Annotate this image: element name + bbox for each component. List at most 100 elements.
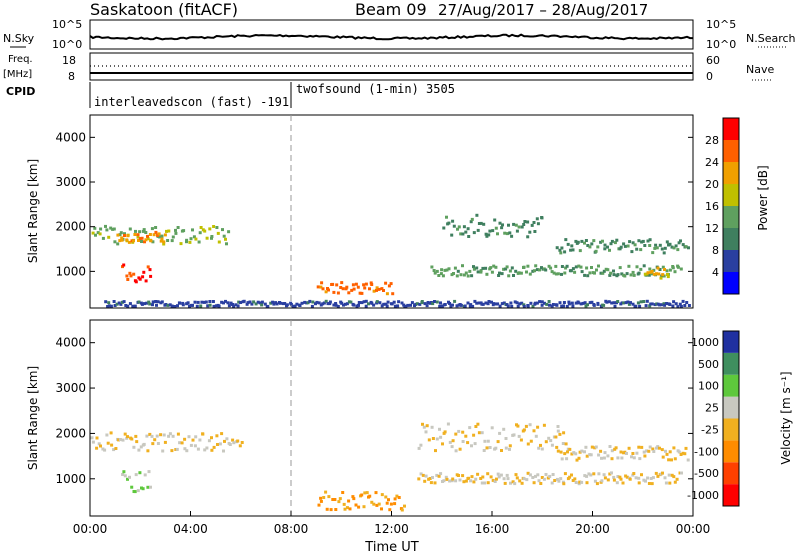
- data-cell-4: [457, 429, 461, 433]
- data-cell-5: [528, 272, 532, 276]
- cpid-mode-2: twofsound (1-min) 3505: [296, 82, 455, 96]
- data-cell-5: [538, 268, 541, 272]
- data-cell-3: [631, 473, 635, 477]
- data-cell-0: [113, 304, 117, 307]
- data-cell-5: [652, 450, 656, 453]
- data-cell-2: [334, 508, 338, 511]
- data-cell-3: [573, 477, 577, 481]
- x-tick-label-2: 08:00: [274, 522, 309, 536]
- data-cell-0: [130, 437, 134, 441]
- data-cell-6: [445, 215, 448, 219]
- data-cell-1: [176, 226, 180, 229]
- data-cell-0: [99, 444, 102, 448]
- data-cell-1: [112, 227, 116, 231]
- data-cell-4: [522, 428, 526, 432]
- data-cell-0: [469, 303, 473, 307]
- data-cell-1: [158, 235, 162, 239]
- data-cell-4: [474, 425, 478, 428]
- data-cell-5: [577, 456, 581, 460]
- data-cell-6: [442, 226, 446, 230]
- power-colorbar-tick-1: 8: [712, 244, 719, 257]
- data-cell-5: [593, 271, 596, 275]
- data-cell-4: [550, 443, 554, 447]
- data-cell-7: [610, 239, 614, 243]
- data-cell-5: [679, 453, 683, 456]
- data-cell-0: [193, 444, 197, 448]
- data-cell-5: [572, 451, 576, 455]
- data-cell-5: [597, 453, 601, 457]
- data-cell-1: [119, 231, 123, 235]
- data-cell-5: [660, 448, 664, 452]
- data-cell-1: [142, 228, 146, 232]
- data-cell-5: [665, 452, 669, 456]
- data-cell-0: [658, 303, 662, 307]
- data-cell-4: [389, 282, 393, 286]
- data-cell-3: [650, 482, 654, 486]
- data-cell-5: [559, 450, 563, 454]
- data-cell-4: [422, 425, 426, 429]
- data-cell-1: [104, 224, 107, 228]
- data-cell-3: [612, 475, 616, 479]
- data-cell-0: [506, 304, 510, 308]
- data-cell-4: [549, 439, 553, 443]
- data-cell-0: [234, 303, 238, 307]
- data-cell-1: [101, 236, 105, 240]
- data-cell-5: [595, 268, 598, 272]
- data-cell-3: [642, 478, 646, 482]
- power-colorbar-tick-2: 12: [705, 222, 719, 235]
- power-colorbar-frame: [722, 117, 740, 295]
- data-cell-5: [565, 457, 569, 461]
- data-cell-4: [424, 430, 428, 434]
- data-cell-1: [118, 233, 122, 237]
- data-cell-3: [597, 472, 601, 476]
- data-cell-4: [438, 427, 441, 431]
- data-cell-4: [494, 446, 498, 450]
- data-cell-5: [638, 457, 642, 461]
- data-cell-3: [619, 477, 623, 481]
- data-cell-1: [149, 485, 152, 489]
- data-cell-5: [623, 450, 627, 454]
- data-cell-3: [571, 479, 575, 482]
- data-cell-6: [517, 225, 521, 229]
- data-cell-2: [400, 508, 404, 512]
- data-cell-1: [94, 233, 97, 237]
- data-cell-7: [633, 243, 637, 247]
- data-cell-7: [674, 244, 678, 248]
- data-cell-3: [464, 479, 468, 483]
- data-cell-3: [585, 474, 589, 478]
- data-cell-1: [185, 238, 189, 242]
- data-cell-0: [225, 437, 229, 441]
- data-cell-0: [202, 300, 206, 304]
- data-cell-1: [174, 228, 177, 232]
- data-cell-4: [417, 446, 421, 450]
- data-cell-8: [659, 276, 663, 280]
- data-cell-4: [490, 426, 494, 430]
- noise-right-tick-bottom: 10^0: [706, 38, 736, 51]
- data-cell-0: [246, 301, 250, 305]
- data-cell-5: [625, 452, 628, 455]
- data-cell-0: [414, 302, 418, 306]
- site-title: Saskatoon (fitACF): [90, 0, 238, 19]
- data-cell-3: [654, 471, 658, 475]
- data-cell-0: [133, 304, 137, 308]
- data-cell-0: [638, 304, 642, 308]
- data-cell-3: [481, 475, 485, 479]
- data-cell-3: [442, 479, 446, 483]
- data-cell-1: [134, 229, 137, 233]
- data-cell-0: [208, 300, 212, 303]
- data-cell-0: [128, 302, 132, 306]
- data-cell-7: [687, 246, 690, 250]
- data-cell-7: [648, 238, 652, 242]
- data-cell-6: [510, 234, 514, 238]
- data-cell-0: [328, 300, 332, 304]
- data-cell-0: [275, 302, 279, 306]
- data-cell-5: [498, 271, 501, 275]
- data-cell-1: [191, 228, 194, 232]
- data-cell-5: [452, 272, 455, 275]
- data-cell-1: [126, 477, 129, 481]
- data-cell-3: [673, 480, 677, 484]
- data-cell-2: [348, 507, 352, 511]
- data-cell-2: [327, 495, 331, 499]
- data-cell-3: [470, 475, 474, 479]
